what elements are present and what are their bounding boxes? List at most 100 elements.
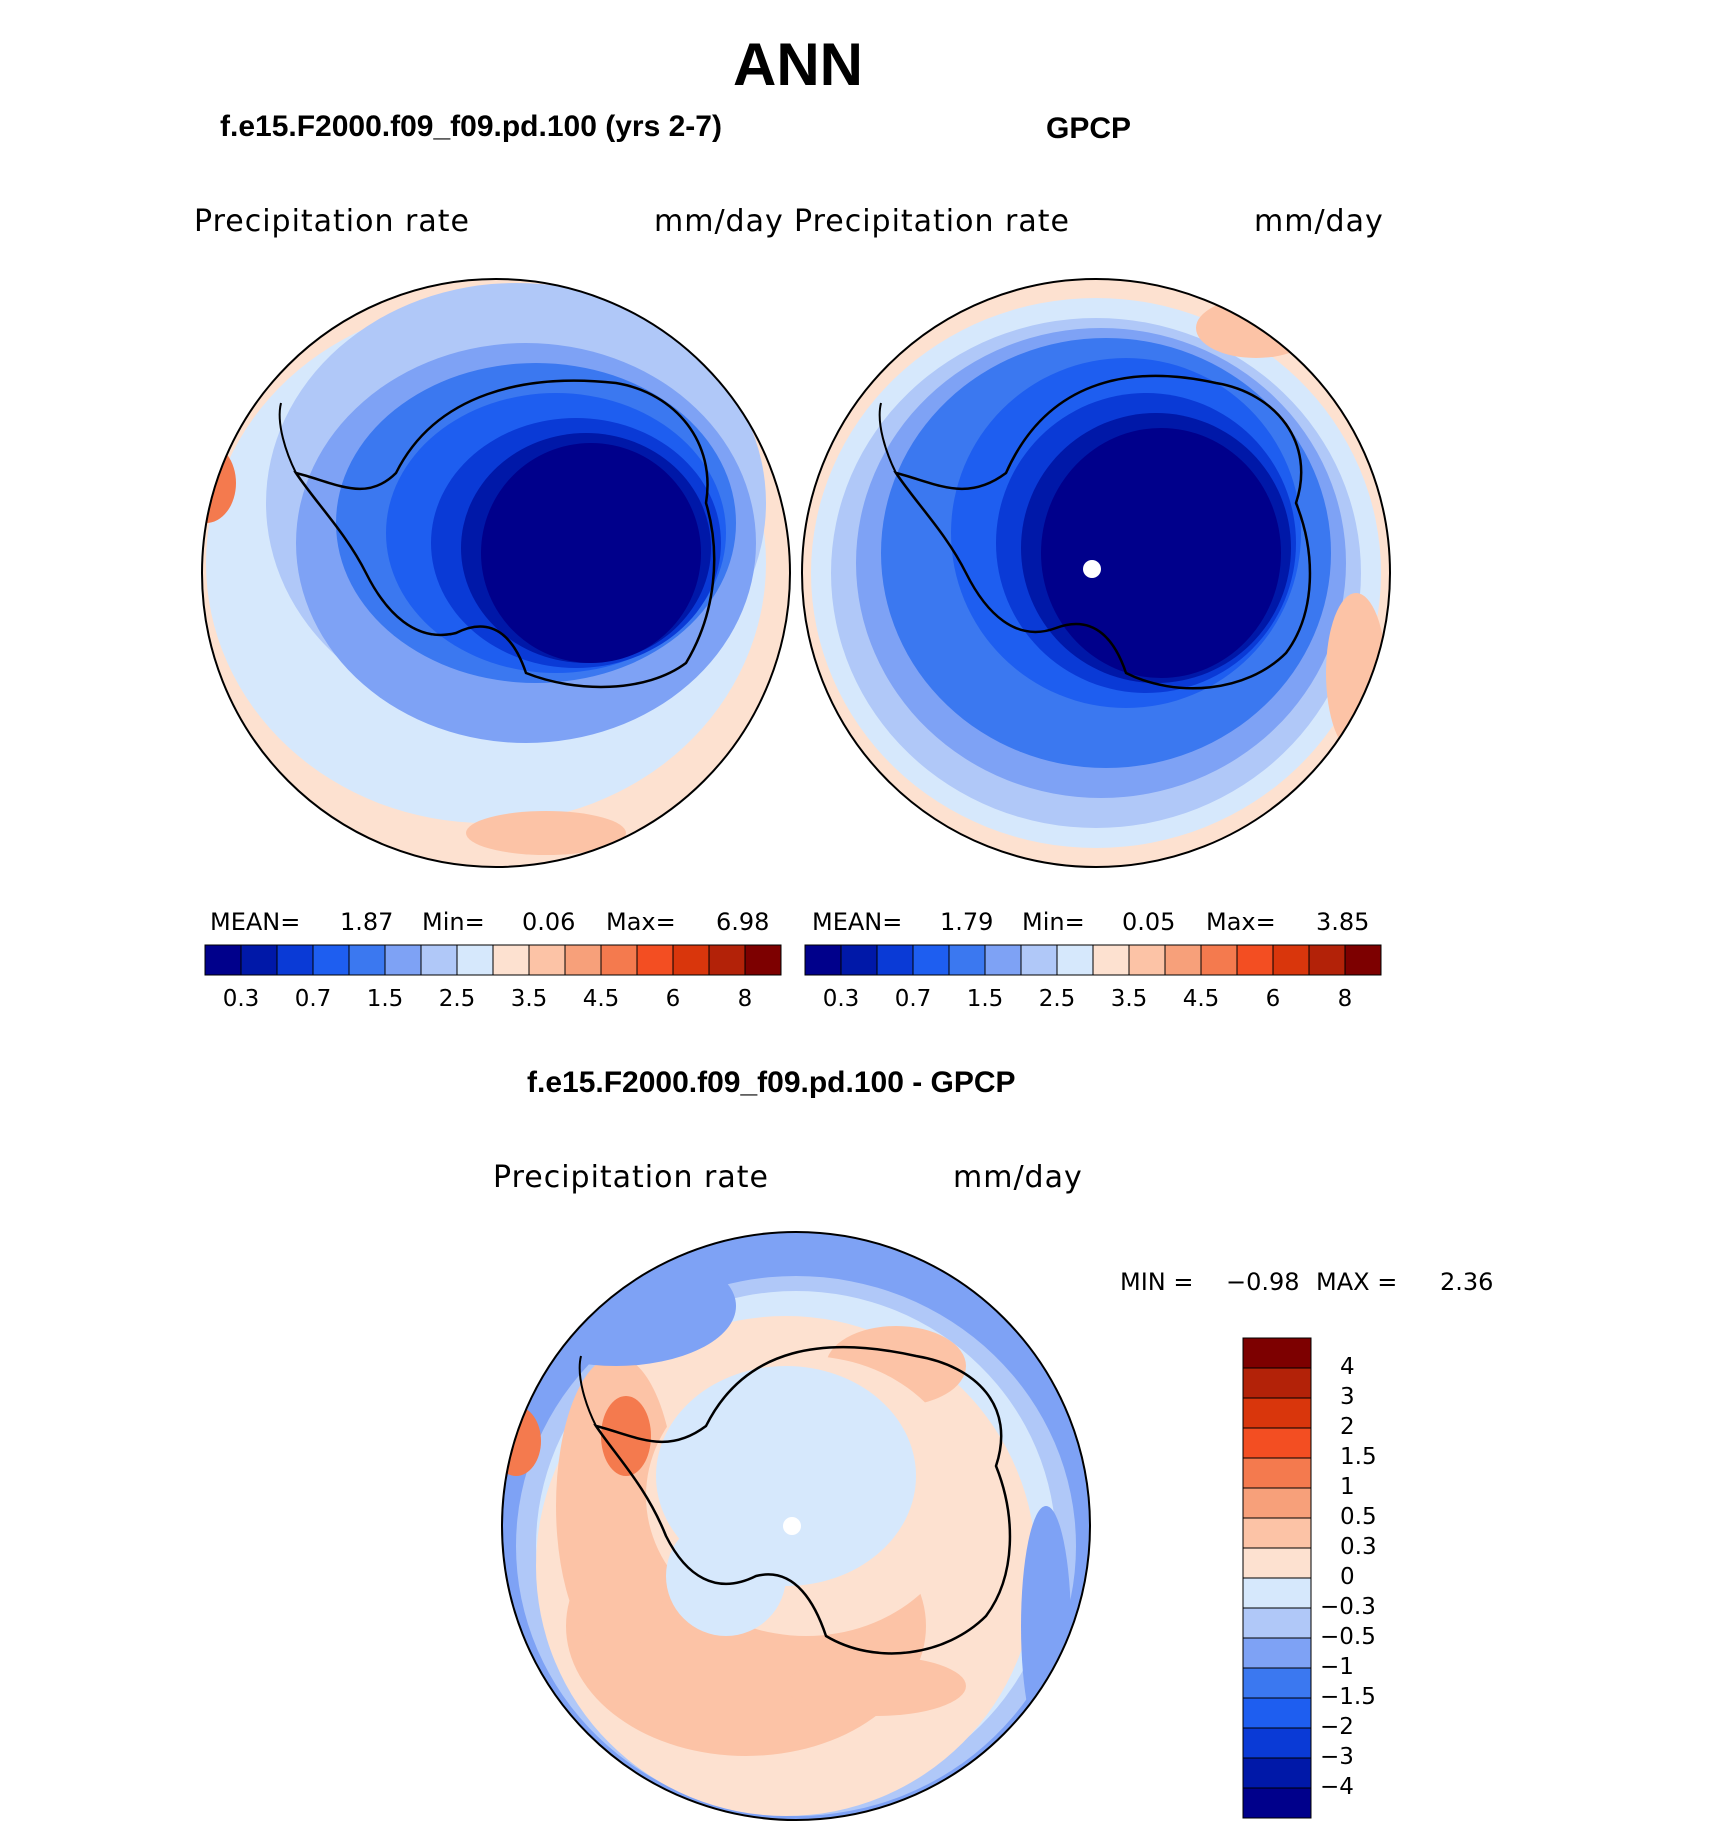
colorbar-swatch xyxy=(1242,1397,1312,1429)
colorbar-swatch xyxy=(1308,944,1346,976)
colorbar-swatch xyxy=(1128,944,1166,976)
colorbar-swatch xyxy=(348,944,386,976)
colorbar-swatch xyxy=(1242,1517,1312,1549)
colorbar-tick-label: 2.5 xyxy=(1038,986,1076,1012)
colorbar-swatch xyxy=(1242,1547,1312,1579)
colorbar-swatch xyxy=(1242,1367,1312,1399)
colorbar-swatch xyxy=(1242,1727,1312,1759)
colorbar-swatch xyxy=(1242,1577,1312,1609)
colorbar-swatch xyxy=(948,944,986,976)
colorbar-tick-label: 3.5 xyxy=(510,986,548,1012)
colorbar-tick-label: 4.5 xyxy=(582,986,620,1012)
colorbar-swatch xyxy=(312,944,350,976)
difference-panel-title: f.e15.F2000.f09_f09.pd.100 - GPCP xyxy=(527,1066,1016,1099)
colorbar-swatch xyxy=(1272,944,1310,976)
colorbar-swatch xyxy=(1242,1607,1312,1639)
obs-min-value: 0.05 xyxy=(1122,908,1176,936)
colorbar-swatch xyxy=(1200,944,1238,976)
colorbar-tick-label: −1 xyxy=(1320,1654,1354,1680)
colorbar-tick-label: 8 xyxy=(737,986,753,1012)
colorbar-swatch xyxy=(636,944,674,976)
colorbar-swatch xyxy=(1242,1637,1312,1669)
colorbar-tick-label: 1.5 xyxy=(366,986,404,1012)
obs-variable-label: Precipitation rate xyxy=(794,204,1070,239)
colorbar-tick-label: −4 xyxy=(1320,1774,1354,1800)
colorbar-swatch xyxy=(708,944,746,976)
difference-max-value: 2.36 xyxy=(1440,1268,1494,1296)
colorbar-swatch xyxy=(984,944,1022,976)
colorbar-swatch xyxy=(528,944,566,976)
difference-colorbar xyxy=(1242,1337,1312,1819)
colorbar-swatch xyxy=(1242,1337,1312,1369)
colorbar-swatch xyxy=(564,944,602,976)
colorbar-tick-label: −3 xyxy=(1320,1744,1354,1770)
model-polar-map xyxy=(201,278,791,868)
obs-panel-title: GPCP xyxy=(1046,112,1132,145)
colorbar-tick-label: 1.5 xyxy=(966,986,1004,1012)
colorbar-tick-label: 4.5 xyxy=(1182,986,1220,1012)
difference-colorbar-ticks: 4 3 2 1.5 1 0.5 0.3 0 −0.3 −0.5 −1 −1.5 −2 −3 −4 xyxy=(1320,1338,1440,1818)
colorbar-tick-label: 3.5 xyxy=(1110,986,1148,1012)
obs-max-label: Max= xyxy=(1206,908,1276,936)
difference-min-label: MIN = xyxy=(1120,1268,1194,1296)
colorbar-swatch xyxy=(876,944,914,976)
colorbar-tick-label: −1.5 xyxy=(1320,1684,1376,1710)
colorbar-swatch xyxy=(1242,1427,1312,1459)
colorbar-swatch xyxy=(600,944,638,976)
model-min-value: 0.06 xyxy=(522,908,576,936)
colorbar-tick-label: 0.5 xyxy=(1340,1504,1377,1530)
colorbar-swatch xyxy=(1242,1787,1312,1819)
colorbar-tick-label: 0.7 xyxy=(294,986,332,1012)
model-colorbar-ticks: 0.3 0.7 1.5 2.5 3.5 4.5 6 8 xyxy=(205,986,781,1016)
colorbar-tick-label: 0.7 xyxy=(894,986,932,1012)
colorbar-swatch xyxy=(804,944,842,976)
colorbar-tick-label: 2.5 xyxy=(438,986,476,1012)
model-max-label: Max= xyxy=(606,908,676,936)
colorbar-swatch xyxy=(420,944,458,976)
colorbar-swatch xyxy=(912,944,950,976)
obs-colorbar-ticks: 0.3 0.7 1.5 2.5 3.5 4.5 6 8 xyxy=(805,986,1381,1016)
model-max-value: 6.98 xyxy=(716,908,770,936)
colorbar-tick-label: 6 xyxy=(665,986,681,1012)
model-mean-label: MEAN= xyxy=(210,908,301,936)
colorbar-tick-label: −0.5 xyxy=(1320,1624,1376,1650)
colorbar-tick-label: −2 xyxy=(1320,1714,1354,1740)
colorbar-tick-label: 4 xyxy=(1340,1354,1355,1380)
model-units-label: mm/day xyxy=(654,204,784,239)
obs-mean-value: 1.79 xyxy=(940,908,994,936)
obs-units-label: mm/day xyxy=(1254,204,1384,239)
obs-max-value: 3.85 xyxy=(1316,908,1370,936)
colorbar-swatch xyxy=(1056,944,1094,976)
colorbar-swatch xyxy=(1236,944,1274,976)
obs-mean-label: MEAN= xyxy=(812,908,903,936)
colorbar-swatch xyxy=(492,944,530,976)
colorbar-swatch xyxy=(1242,1757,1312,1789)
obs-polar-map xyxy=(801,278,1391,868)
colorbar-tick-label: 0.3 xyxy=(1340,1534,1377,1560)
colorbar-tick-label: 2 xyxy=(1340,1414,1355,1440)
obs-colorbar xyxy=(804,944,1382,976)
colorbar-swatch xyxy=(1344,944,1382,976)
colorbar-swatch xyxy=(1242,1667,1312,1699)
colorbar-tick-label: 0 xyxy=(1340,1564,1355,1590)
colorbar-swatch xyxy=(240,944,278,976)
colorbar-tick-label: 8 xyxy=(1337,986,1353,1012)
colorbar-swatch xyxy=(1164,944,1202,976)
colorbar-swatch xyxy=(744,944,782,976)
model-colorbar xyxy=(204,944,782,976)
model-variable-label: Precipitation rate xyxy=(194,204,470,239)
colorbar-swatch xyxy=(1020,944,1058,976)
model-panel-title: f.e15.F2000.f09_f09.pd.100 (yrs 2-7) xyxy=(220,110,722,143)
difference-polar-map xyxy=(501,1231,1091,1821)
model-min-label: Min= xyxy=(422,908,485,936)
difference-units-label: mm/day xyxy=(953,1160,1083,1195)
colorbar-swatch xyxy=(276,944,314,976)
model-mean-value: 1.87 xyxy=(340,908,394,936)
figure-title: ANN xyxy=(733,31,863,98)
colorbar-tick-label: 1.5 xyxy=(1340,1444,1377,1470)
colorbar-swatch xyxy=(1242,1487,1312,1519)
colorbar-swatch xyxy=(384,944,422,976)
colorbar-tick-label: 3 xyxy=(1340,1384,1355,1410)
colorbar-swatch xyxy=(672,944,710,976)
colorbar-swatch xyxy=(840,944,878,976)
